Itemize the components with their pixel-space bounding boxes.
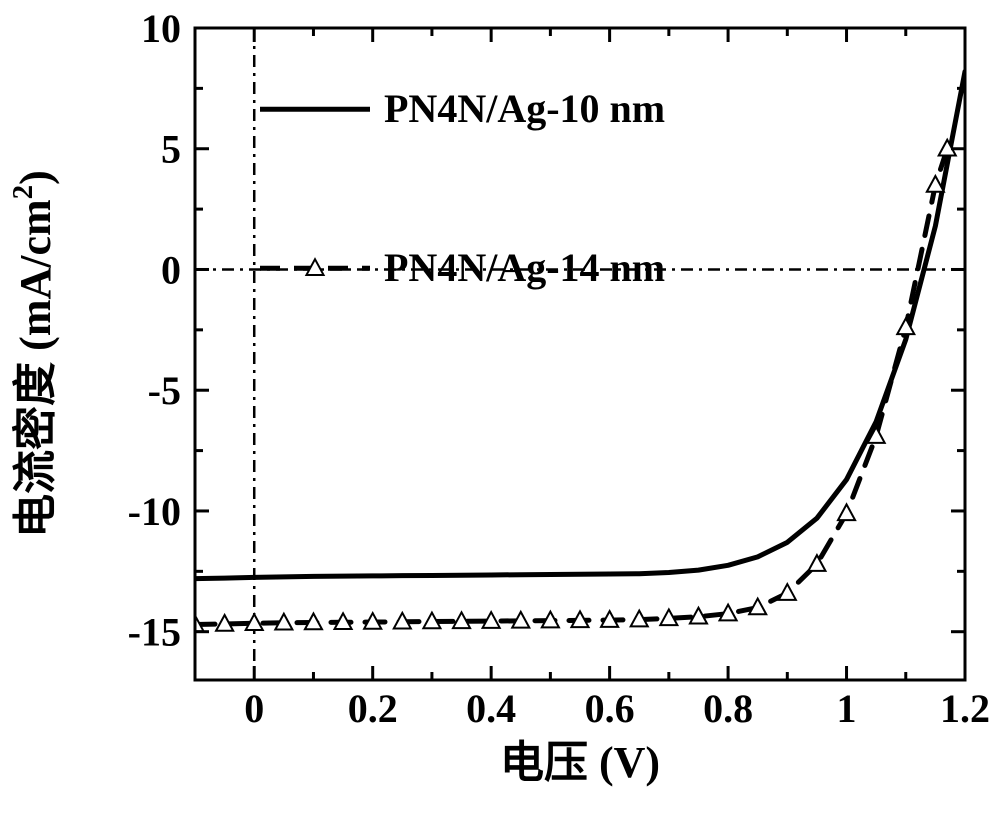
x-tick-label: 0 [244,686,264,731]
chart-svg: 0 0.2 0.4 0.6 0.8 1 1.2 -15 -10 -5 0 5 10 电压 (V) 电流密度 … [0,0,1000,815]
jv-chart: 0 0.2 0.4 0.6 0.8 1 1.2 -15 -10 -5 0 5 10 电压 (V) 电流密度 … [0,0,1000,815]
x-tick-label: 1.2 [940,686,990,731]
x-tick-label: 1 [837,686,857,731]
y-tick-label: -10 [128,489,181,534]
legend-label: PN4N/Ag-10 nm [384,86,665,131]
y-axis-label: 电流密度 (mA/cm2) [7,170,60,538]
x-tick-label: 0.6 [585,686,635,731]
y-tick-label: -5 [148,368,181,413]
legend-label: PN4N/Ag-14 nm [384,245,665,290]
x-tick-label: 0.8 [703,686,753,731]
y-tick-label: 5 [161,127,181,172]
y-tick-label: -15 [128,610,181,655]
y-tick-label: 0 [161,247,181,292]
x-tick-label: 0.2 [348,686,398,731]
x-tick-label: 0.4 [466,686,516,731]
x-axis-label: 电压 (V) [500,738,660,787]
y-tick-label: 10 [141,6,181,51]
